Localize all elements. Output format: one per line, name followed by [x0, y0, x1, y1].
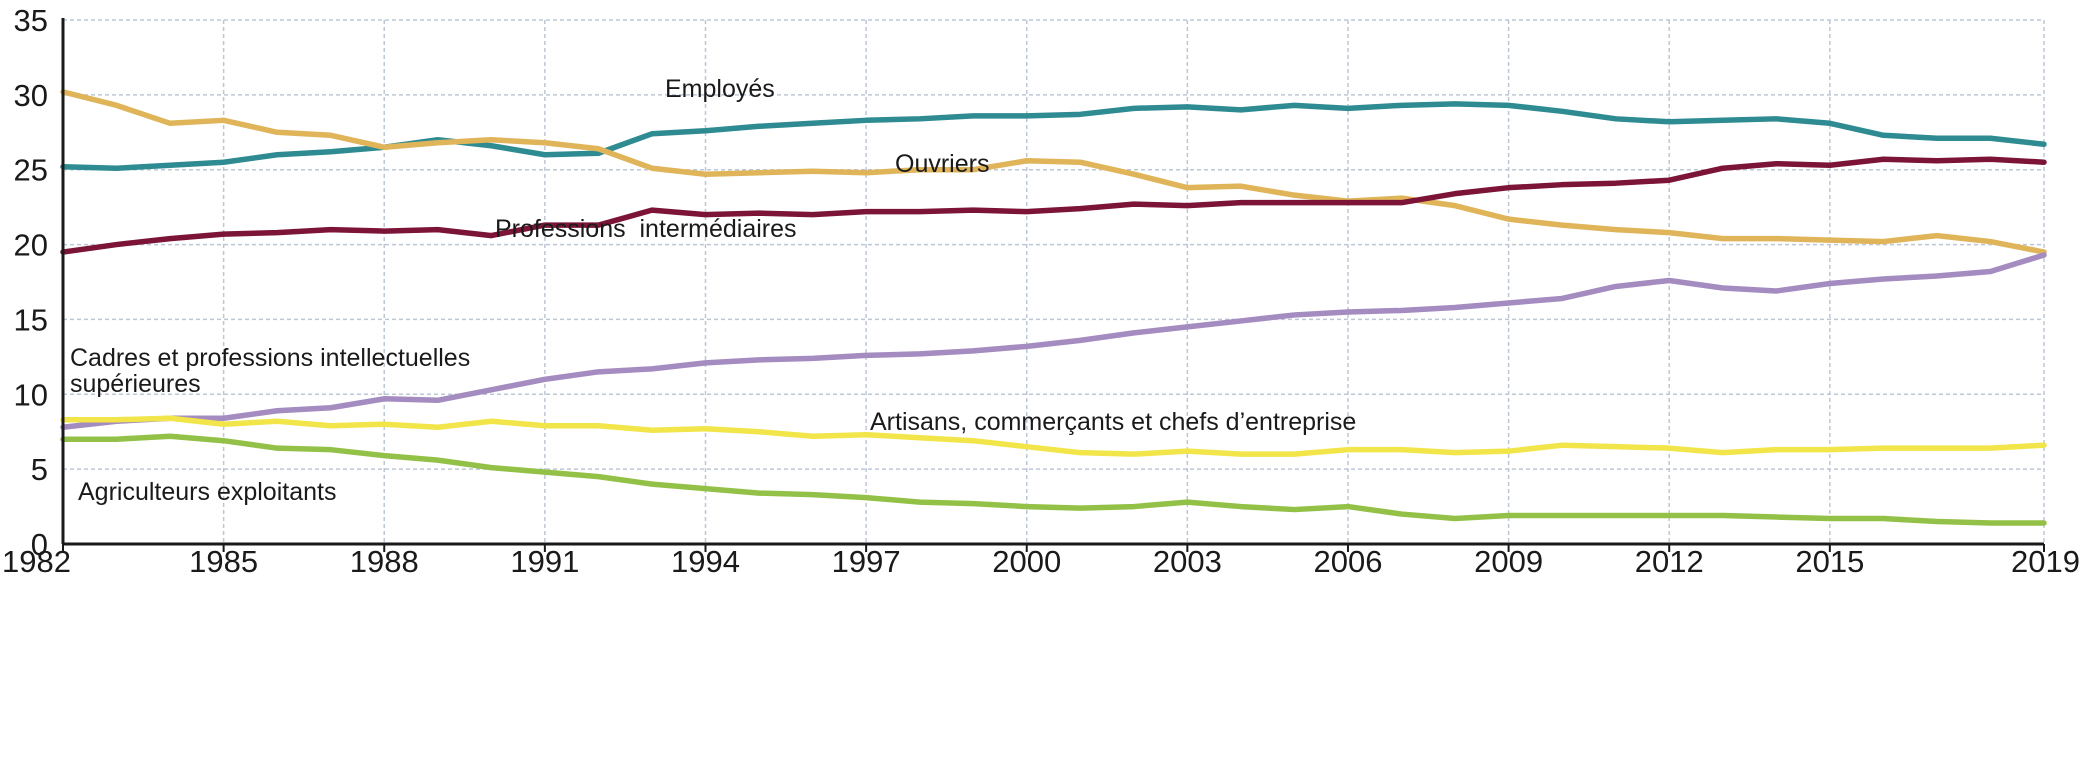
series-line-4 [60, 415, 2047, 457]
x-tick-label: 1991 [510, 544, 579, 579]
series-line-2 [60, 156, 2047, 255]
y-tick-label: 25 [14, 153, 48, 188]
x-tick-label: 2000 [992, 544, 1061, 579]
series-lines [60, 89, 2047, 526]
series-line-5 [60, 433, 2047, 526]
x-tick-label: 2003 [1153, 544, 1222, 579]
y-tick-label: 0 [31, 527, 48, 562]
label-ouvriers: Ouvriers [895, 150, 989, 178]
x-tick-label: 1997 [832, 544, 901, 579]
y-tick-labels: 0 5 10 15 20 25 30 35 [14, 3, 48, 562]
x-tick-label: 1988 [350, 544, 419, 579]
y-tick-label: 15 [14, 302, 48, 337]
label-agriculteurs: Agriculteurs exploitants [78, 478, 336, 506]
x-tick-label: 2012 [1635, 544, 1704, 579]
series-line-0 [60, 101, 2047, 171]
x-tick-labels: 1982 1985 1988 1991 1994 1997 2000 2003 2006 2009… [2, 544, 2080, 579]
x-tick-label: 2019 [2011, 544, 2080, 579]
grid-lines [62, 19, 2045, 552]
label-professions-intermediaires: Professions intermédiaires [495, 215, 797, 243]
x-tick-label: 1985 [189, 544, 258, 579]
x-tick-label: 2009 [1474, 544, 1543, 579]
x-tick-label: 1994 [671, 544, 740, 579]
axes [61, 18, 2044, 546]
y-tick-label: 5 [31, 452, 48, 487]
x-tick-label: 1982 [2, 544, 71, 579]
label-cadres-line1: Cadres et professions intellectuelles [70, 344, 470, 372]
series-labels: Employés Ouvriers Professions intermédia… [70, 75, 1356, 506]
label-cadres-line2: supérieures [70, 370, 201, 398]
label-artisans: Artisans, commerçants et chefs d’entrepr… [870, 408, 1356, 436]
y-tick-label: 30 [14, 78, 48, 113]
series-line-1 [60, 89, 2047, 255]
y-tick-label: 35 [14, 3, 48, 38]
y-tick-label: 20 [14, 228, 48, 263]
x-tick-label: 2006 [1313, 544, 1382, 579]
x-tick-label: 2015 [1795, 544, 1864, 579]
y-tick-label: 10 [14, 377, 48, 412]
label-employes: Employés [665, 75, 775, 103]
series-line-3 [60, 252, 2047, 430]
